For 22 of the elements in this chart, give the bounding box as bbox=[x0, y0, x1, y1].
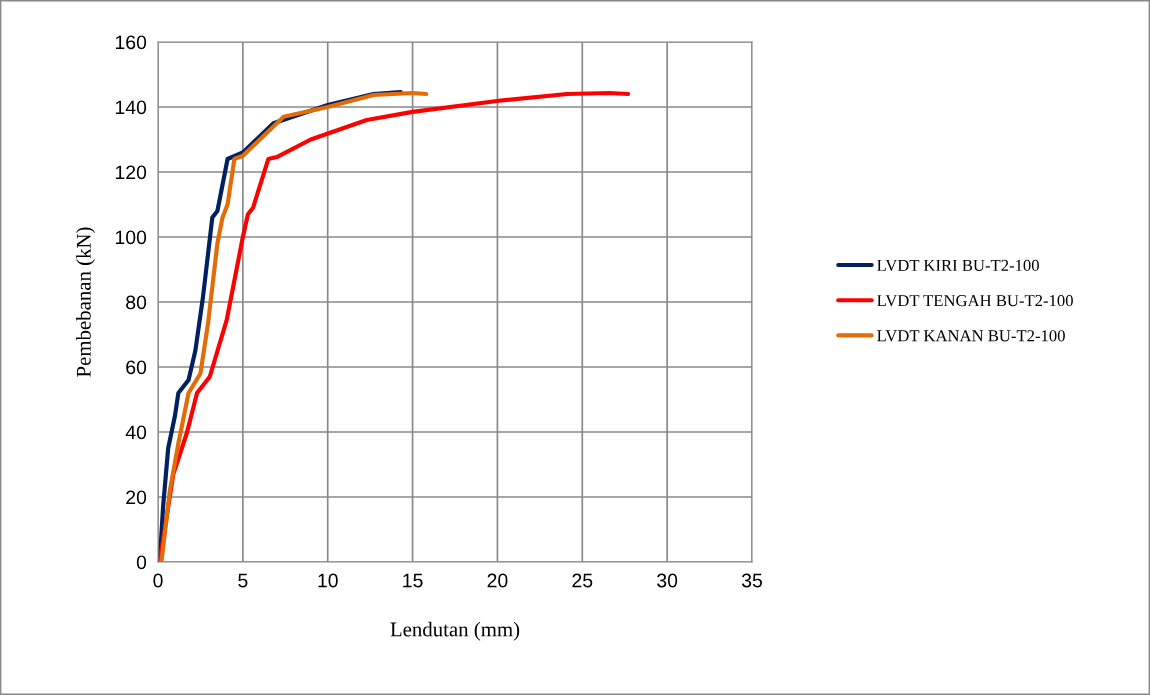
y-tick-label: 40 bbox=[125, 425, 147, 440]
y-tick-label: 20 bbox=[126, 490, 147, 505]
legend-label: LVDT KANAN BU-T2-100 bbox=[877, 330, 1065, 342]
y-tick-label: 100 bbox=[115, 230, 147, 245]
legend-label: LVDT KIRI BU-T2-100 bbox=[877, 259, 1039, 272]
y-tick-label: 60 bbox=[126, 360, 147, 375]
x-tick-label: 35 bbox=[741, 573, 762, 588]
y-tick-label: 0 bbox=[136, 555, 147, 570]
y-tick-label: 120 bbox=[115, 165, 147, 180]
y-tick-label: 140 bbox=[115, 100, 147, 115]
x-axis-title: Lendutan (mm) bbox=[390, 621, 520, 641]
x-tick-label: 10 bbox=[318, 573, 338, 588]
x-tick-label: 0 bbox=[153, 573, 163, 588]
x-tick-label: 30 bbox=[657, 573, 678, 588]
x-tick-label: 15 bbox=[403, 573, 423, 588]
legend-label: LVDT TENGAH BU-T2-100 bbox=[877, 294, 1073, 307]
x-tick-label: 20 bbox=[487, 573, 508, 588]
x-tick-label: 25 bbox=[572, 573, 593, 588]
y-tick-label: 160 bbox=[115, 35, 147, 50]
x-tick-label: 5 bbox=[238, 573, 248, 588]
y-tick-label: 80 bbox=[126, 295, 147, 310]
y-axis-title: Pembebanan (kN) bbox=[76, 227, 96, 377]
